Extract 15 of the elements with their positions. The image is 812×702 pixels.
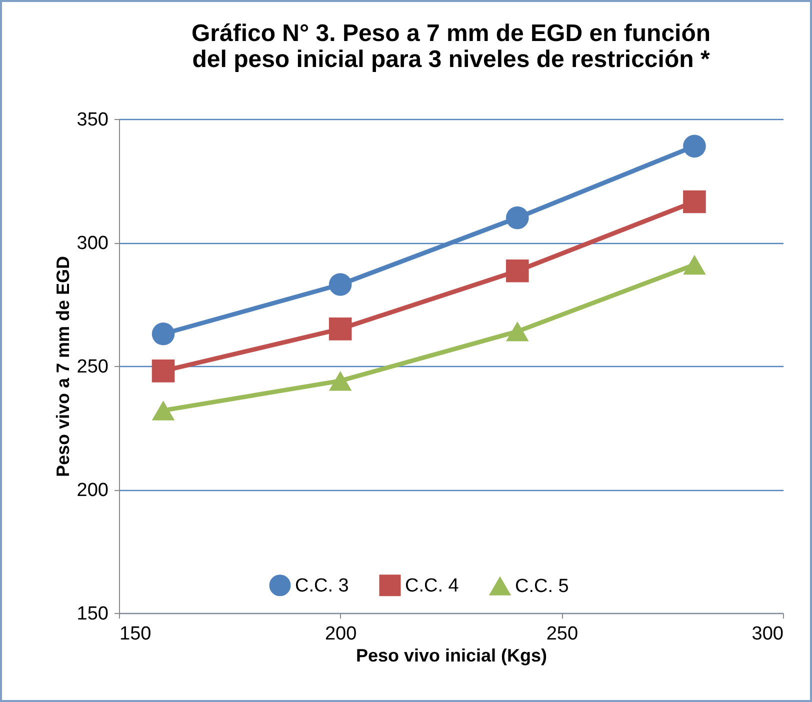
- y-axis-title: Peso vivo a 7 mm de EGD: [52, 256, 73, 478]
- legend-label: C.C. 4: [405, 575, 460, 596]
- legend-label: C.C. 5: [515, 576, 569, 598]
- chart-title: Gráfico N° 3. Peso a 7 mm de EGD en función del peso inicial para 3 niveles de restricción *: [191, 20, 711, 73]
- y-tick-label: 350: [76, 110, 108, 130]
- legend-label: C.C. 3: [295, 575, 349, 596]
- x-tick-label: 250: [546, 624, 578, 644]
- y-tick-label: 200: [76, 480, 108, 501]
- y-tick-label: 150: [76, 604, 108, 624]
- y-tick-label: 300: [76, 233, 108, 254]
- x-tick-label: 200: [324, 624, 357, 644]
- x-tick-label: 150: [120, 624, 152, 644]
- x-axis-title: Peso vivo inicial (Kgs): [356, 646, 548, 666]
- y-tick-label: 250: [76, 356, 108, 378]
- x-tick-label: 300: [752, 624, 784, 644]
